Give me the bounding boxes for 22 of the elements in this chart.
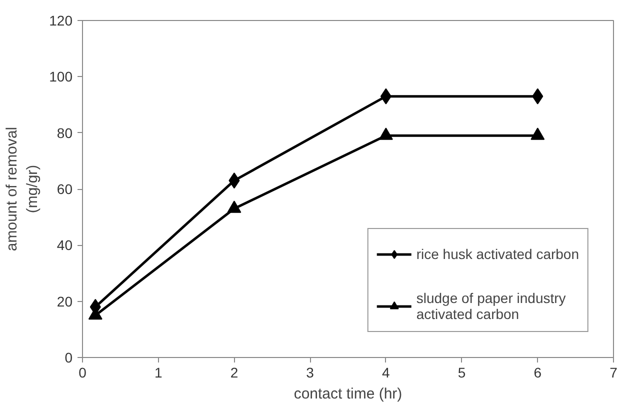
point xyxy=(530,128,545,140)
y-tick-label: 40 xyxy=(56,237,73,254)
x-tick-label: 6 xyxy=(534,364,542,380)
y-tick-label: 80 xyxy=(56,124,73,141)
y-tick-label: 100 xyxy=(49,68,73,85)
point xyxy=(378,128,393,140)
y-tick-label: 20 xyxy=(56,293,73,310)
x-axis-title: contact time (hr) xyxy=(294,386,402,402)
y-tick-label: 0 xyxy=(64,350,73,366)
x-tick-label: 3 xyxy=(306,364,314,380)
legend-label: sludge of paper industry activated carbon xyxy=(416,289,566,323)
point xyxy=(227,200,242,213)
x-tick-label: 5 xyxy=(458,364,466,380)
y-axis-title: amount of removal (mg/gr) xyxy=(4,126,42,252)
x-tick-label: 1 xyxy=(154,364,162,380)
legend-label: rice husk activated carbon xyxy=(416,245,579,264)
x-tick-label: 4 xyxy=(382,364,390,380)
y-tick-label: 60 xyxy=(56,181,73,197)
x-tick-label: 2 xyxy=(230,364,238,380)
y-tick-label: 120 xyxy=(49,12,73,28)
x-tick-label: 7 xyxy=(610,364,618,380)
x-tick-label: 0 xyxy=(78,364,87,380)
